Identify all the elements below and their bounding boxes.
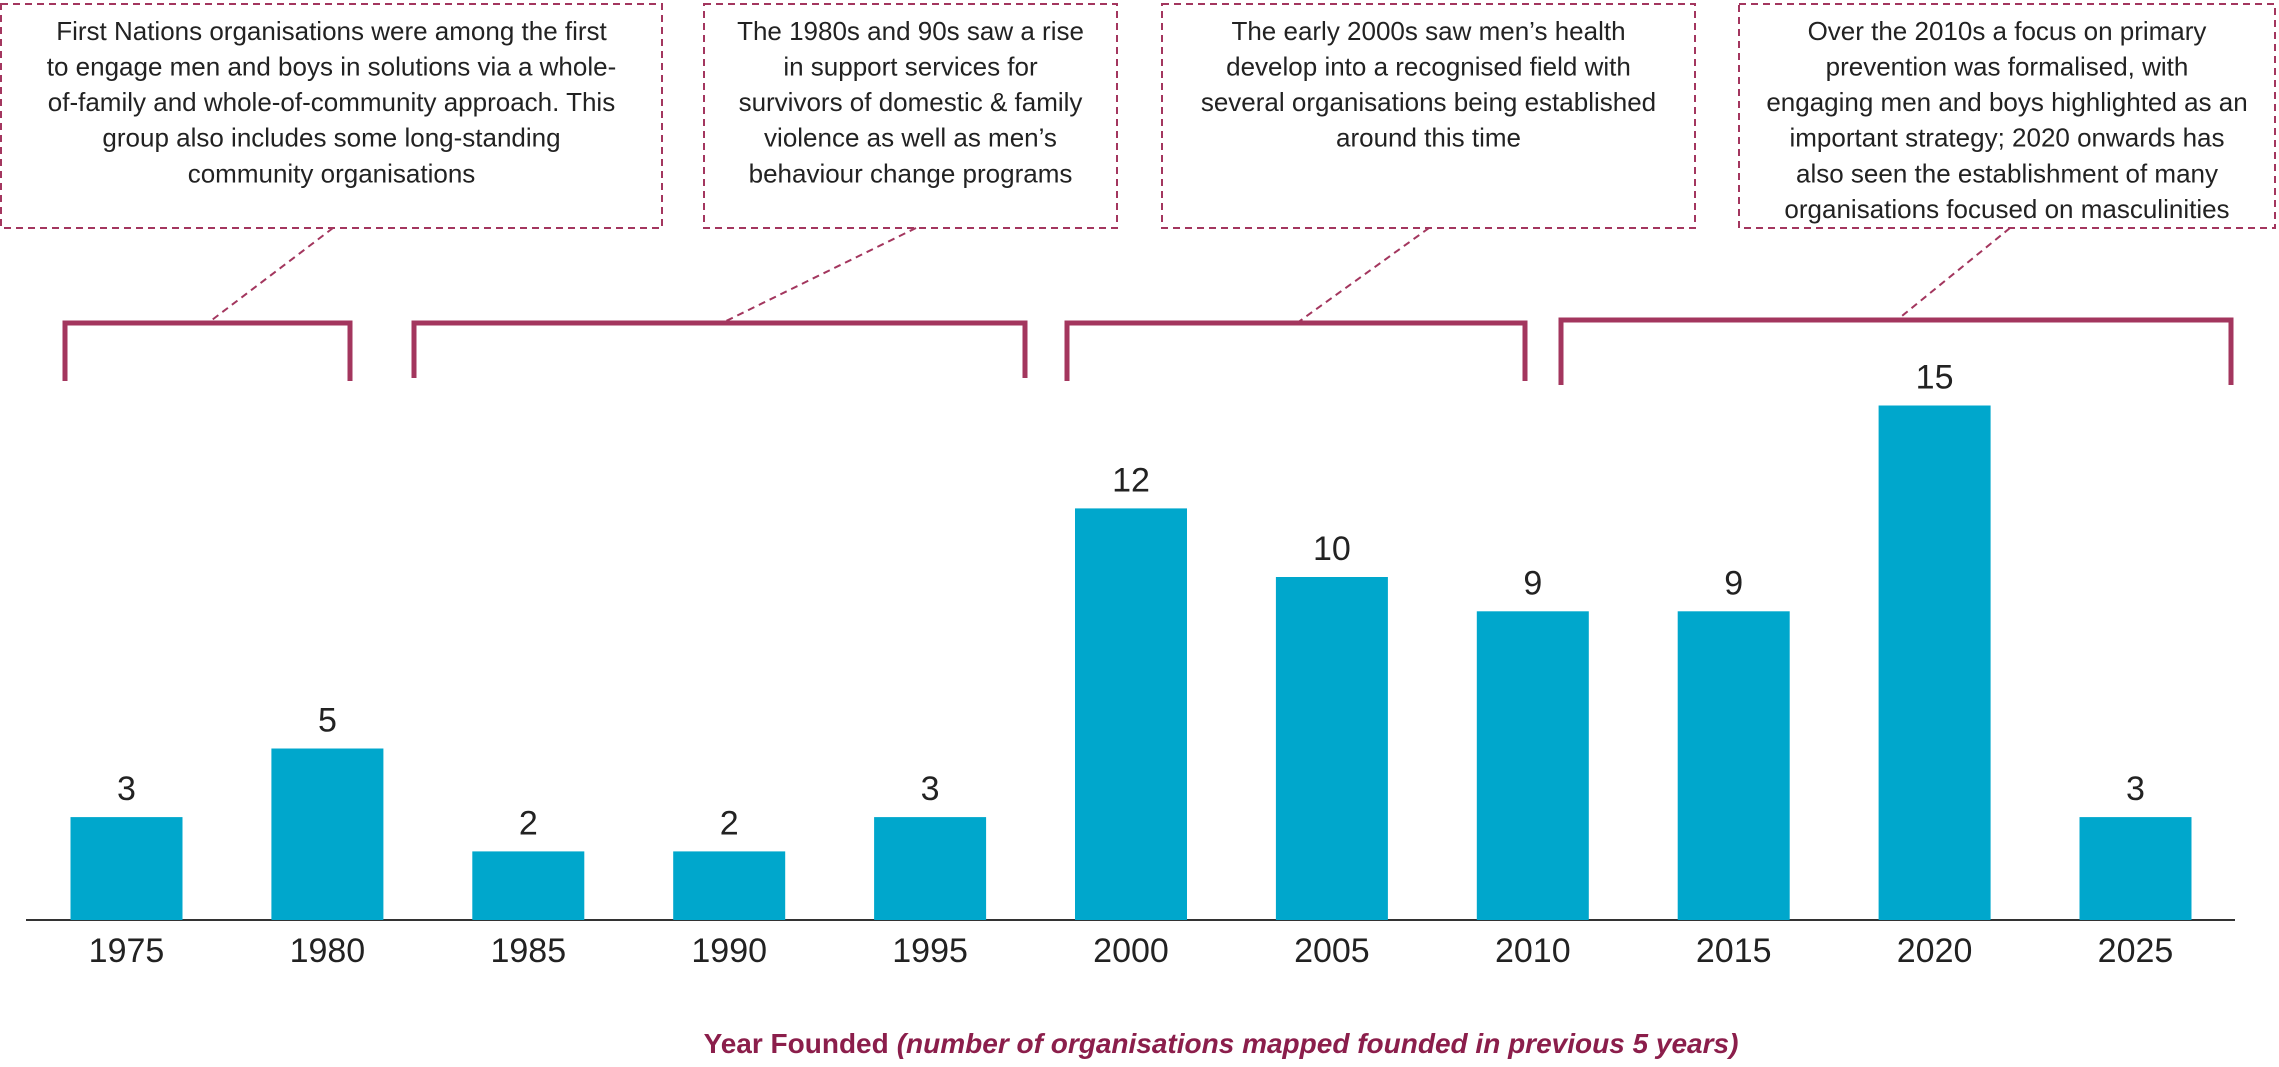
x-axis-title-main: Year Founded <box>704 1028 889 1059</box>
x-tick-label: 1975 <box>89 932 165 970</box>
annotation-text: Over the 2010s a focus on primary <box>1808 16 2207 46</box>
annotation-text: The early 2000s saw men’s health <box>1231 16 1625 46</box>
annotation-text: important strategy; 2020 onwards has <box>1789 123 2224 153</box>
x-tick-label: 2015 <box>1696 932 1772 970</box>
x-axis-title-note: (number of organisations mapped founded … <box>897 1028 1739 1059</box>
x-tick-label: 2000 <box>1093 932 1169 970</box>
bracket <box>62 320 353 381</box>
x-tick-label: 1980 <box>290 932 366 970</box>
connector <box>1896 227 2011 321</box>
x-tick-label: 2020 <box>1897 932 1973 970</box>
bar <box>1878 405 1991 920</box>
annotation-text: community organisations <box>188 158 476 188</box>
connector <box>721 227 917 324</box>
bar <box>1075 508 1187 920</box>
annotation-box <box>1738 3 2276 229</box>
bar <box>472 851 585 920</box>
annotation-text: organisations focused on masculinities <box>1784 194 2229 224</box>
annotation-text: in support services for <box>783 51 1038 81</box>
value-label: 10 <box>1313 530 1351 568</box>
annotation-text: prevention was formalised, with <box>1826 51 2189 81</box>
bracket <box>411 320 1028 378</box>
annotation-text: violence as well as men’s <box>764 123 1057 153</box>
value-label: 15 <box>1916 358 1954 396</box>
value-label: 5 <box>318 701 337 739</box>
value-label: 9 <box>1523 564 1542 602</box>
bracket <box>1064 320 1528 381</box>
x-axis-title: Year Founded (number of organisations map… <box>704 1028 1739 1059</box>
x-tick-label: 1995 <box>892 932 968 970</box>
annotation-text: to engage men and boys in solutions via … <box>47 51 616 81</box>
bar <box>1275 577 1388 920</box>
value-label: 2 <box>519 804 538 842</box>
bracket <box>1558 317 2234 385</box>
value-label: 3 <box>921 770 940 808</box>
x-tick-label: 1990 <box>691 932 767 970</box>
bar <box>70 817 183 920</box>
value-label: 12 <box>1112 461 1150 499</box>
value-label: 2 <box>720 804 739 842</box>
bar <box>271 748 384 920</box>
bar <box>2079 817 2192 920</box>
bar <box>673 851 786 920</box>
annotation-box <box>703 3 1118 229</box>
x-tick-label: 2005 <box>1294 932 1370 970</box>
value-label: 3 <box>2126 770 2145 808</box>
connector <box>1296 227 1430 324</box>
bar <box>1476 611 1589 920</box>
annotation-text: of-family and whole-of-community approac… <box>48 87 615 117</box>
annotation-text: several organisations being established <box>1201 87 1656 117</box>
annotation-text: develop into a recognised field with <box>1226 51 1631 81</box>
value-label: 9 <box>1724 564 1743 602</box>
bar <box>1677 611 1790 920</box>
x-tick-label: 2010 <box>1495 932 1571 970</box>
value-label: 3 <box>117 770 136 808</box>
annotation-text: First Nations organisations were among t… <box>56 16 607 46</box>
bar <box>874 817 987 920</box>
x-tick-label: 1985 <box>490 932 566 970</box>
annotation-text: group also includes some long-standing <box>102 123 560 153</box>
annotation-text: around this time <box>1336 123 1521 153</box>
x-tick-label: 2025 <box>2098 932 2174 970</box>
connector <box>207 227 334 324</box>
annotation-text: engaging men and boys highlighted as an <box>1766 87 2247 117</box>
annotation-text: also seen the establishment of many <box>1796 158 2218 188</box>
annotation-text: The 1980s and 90s saw a rise <box>737 16 1084 46</box>
annotation-text: behaviour change programs <box>749 158 1073 188</box>
annotation-text: survivors of domestic & family <box>739 87 1083 117</box>
